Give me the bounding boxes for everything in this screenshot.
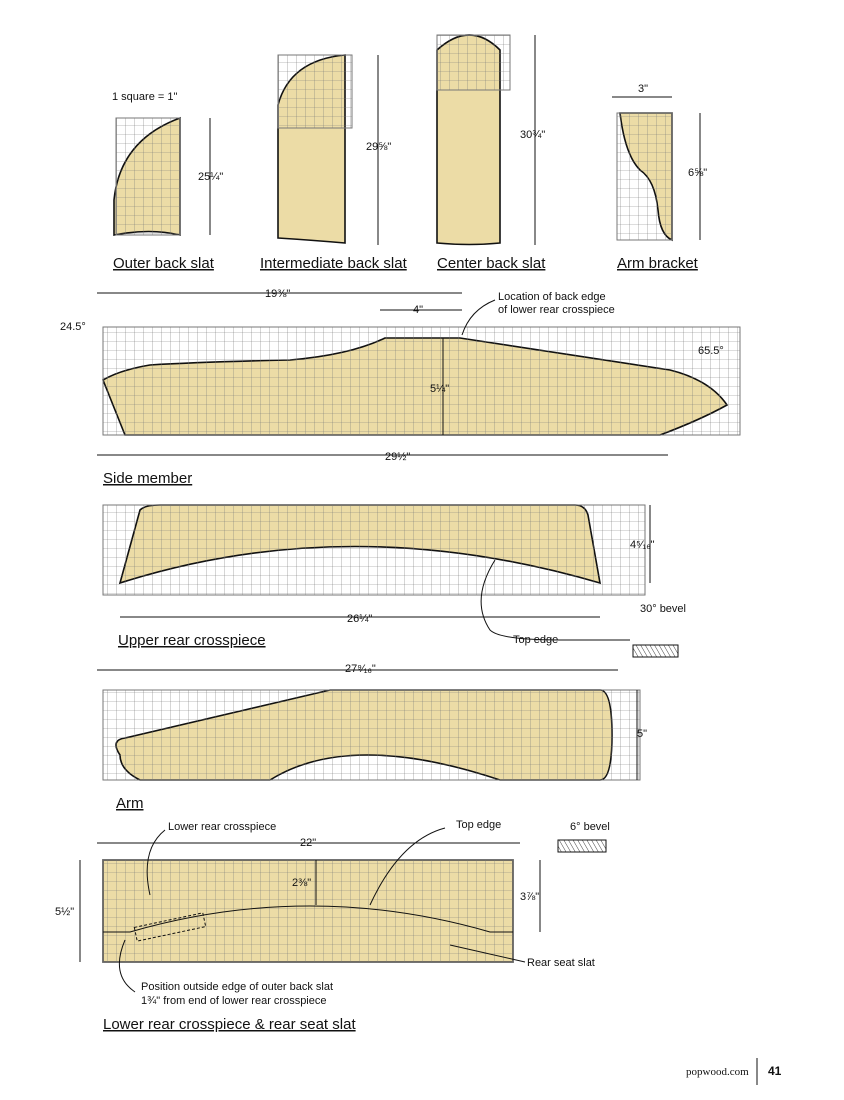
dimension: 25¼" (198, 171, 223, 183)
scale-note: 1 square = 1" (112, 91, 177, 103)
dimension: 3⅞" (520, 891, 539, 903)
dimension: 5½" (55, 906, 74, 918)
drawing (146, 829, 166, 896)
caption: Lower rear crosspiece & rear seat slat (103, 1016, 356, 1033)
callout: 30° bevel (640, 603, 686, 615)
dimension: 26¼" (347, 613, 372, 625)
caption: Upper rear crosspiece (118, 632, 266, 649)
caption: Arm bracket (617, 255, 699, 272)
callout: Lower rear crosspiece (168, 821, 276, 833)
page-number: 41 (768, 1064, 782, 1078)
drawing (102, 326, 741, 436)
note: Position outside edge of outer back slat (141, 981, 333, 993)
caption: Intermediate back slat (260, 255, 408, 272)
callout: Rear seat slat (527, 957, 595, 969)
drawing (102, 859, 514, 963)
note: 1¾" from end of lower rear crosspiece (141, 995, 327, 1007)
dimension: 3" (638, 83, 648, 95)
drawing (557, 839, 607, 853)
drawing (277, 54, 353, 129)
angle: 65.5° (698, 345, 724, 357)
dimension: 22" (300, 837, 316, 849)
drawing (449, 944, 526, 963)
caption: Arm (116, 795, 144, 812)
dimension: 30¾" (520, 129, 545, 141)
drawing (632, 644, 679, 658)
drawing (133, 912, 207, 942)
caption: Outer back slat (113, 255, 215, 272)
callout: Top edge (513, 634, 558, 646)
drawing (103, 905, 513, 933)
drawing (436, 34, 511, 91)
dimension: 29⅝" (366, 141, 391, 153)
caption: Center back slat (437, 255, 546, 272)
note: Location of back edge (498, 291, 606, 303)
diagram: 1 square = 1" 25¼" Outer back slat 29⅝" … (55, 34, 782, 1085)
angle: 24.5° (60, 321, 86, 333)
drawing (480, 559, 630, 641)
caption: Side member (103, 470, 192, 487)
drawing (616, 112, 673, 241)
dimension: 5" (637, 728, 647, 740)
drawing (118, 939, 136, 993)
dimension: 19⅜" (265, 288, 290, 300)
dimension: 2⅜" (292, 877, 311, 889)
callout: 6° bevel (570, 821, 610, 833)
callout: Top edge (456, 819, 501, 831)
drawing (102, 689, 641, 781)
dimension: 4⁵⁄₁₆" (630, 539, 655, 551)
site: popwood.com (686, 1066, 749, 1078)
dimension: 6⅝" (688, 167, 707, 179)
dimension: 4" (413, 304, 423, 316)
drawing (369, 827, 446, 906)
note: of lower rear crosspiece (498, 304, 615, 316)
drawing (115, 117, 181, 236)
dimension: 27⁹⁄₁₆" (345, 663, 376, 675)
drawing (461, 299, 496, 336)
drawing (102, 504, 646, 596)
dimension: 29½" (385, 451, 410, 463)
dimension: 5¼" (430, 383, 449, 395)
